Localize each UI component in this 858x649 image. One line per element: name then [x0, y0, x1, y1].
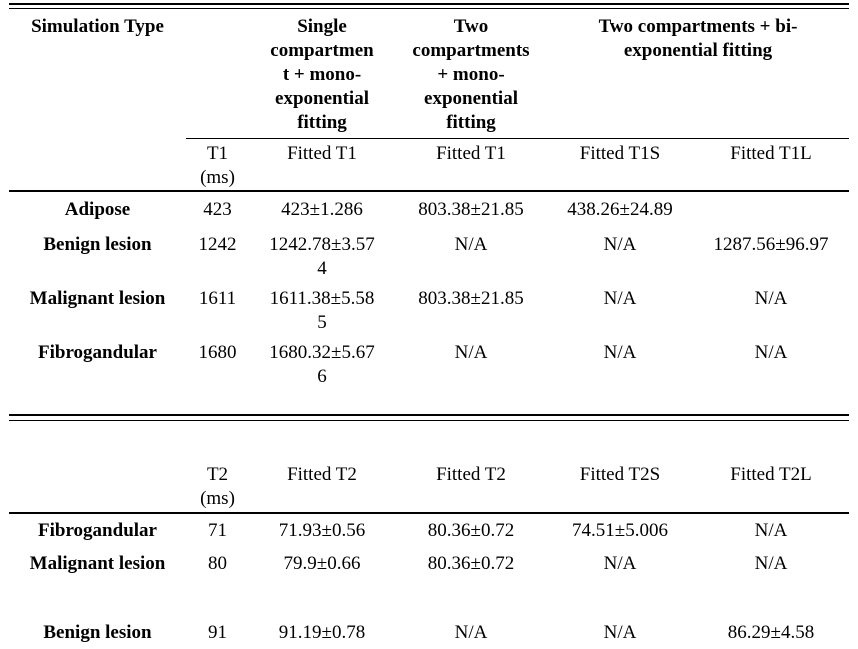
- t1-subheader-spacer: [9, 138, 186, 192]
- cell: 1242.78±3.57 4: [269, 233, 375, 279]
- t1-subheader-fitted-t1-single: Fitted T1: [249, 138, 395, 192]
- cell: 438.26±24.89: [567, 198, 673, 220]
- cell: 91: [208, 621, 227, 643]
- row-t1-fibrogandular: Fibrogandular 1680 1680.32±5.67 6 N/A N/…: [9, 335, 849, 389]
- blank-spacer-row: [9, 581, 849, 615]
- header-simulation-type: Simulation Type: [31, 16, 164, 37]
- cell: 1611.38±5.58 5: [269, 287, 375, 333]
- t2-subheader-fitted-t2s: Fitted T2S: [547, 444, 693, 514]
- table-top-rule: [9, 3, 849, 9]
- cell: N/A: [454, 233, 488, 255]
- t2-subheader-fitted-t2-two: Fitted T2: [395, 444, 547, 514]
- cell: 423±1.286: [281, 198, 363, 220]
- cell: 80.36±0.72: [427, 552, 515, 574]
- row-label: Malignant lesion: [29, 552, 166, 574]
- t2-subheader-t2ms: T2 (ms): [186, 444, 249, 514]
- results-table: Simulation Type Single compartmen t + mo…: [9, 13, 849, 649]
- cell: N/A: [603, 341, 637, 363]
- cell: 1680.32±5.67 6: [269, 341, 375, 387]
- header-group-single-mono: Single compartmen t + mono- exponential …: [249, 13, 395, 139]
- cell: N/A: [454, 341, 488, 363]
- t1-subheader-fitted-t1s: Fitted T1S: [547, 138, 693, 192]
- cell: N/A: [603, 233, 637, 255]
- cell: N/A: [603, 621, 637, 643]
- cell: 80: [208, 552, 227, 574]
- t1-subheader-fitted-t1-two: Fitted T1: [395, 138, 547, 192]
- row-label: Fibrogandular: [38, 341, 157, 363]
- row-t1-benign-lesion: Benign lesion 1242 1242.78±3.57 4 N/A N/…: [9, 227, 849, 281]
- cell: 1680: [198, 341, 237, 363]
- t2-subheader-row: T2 (ms) Fitted T2 Fitted T2 Fitted T2S F…: [9, 444, 849, 514]
- cell: N/A: [603, 552, 637, 574]
- row-t1-adipose: Adipose 423 423±1.286 803.38±21.85 438.2…: [9, 191, 849, 227]
- cell: 74.51±5.006: [572, 519, 668, 541]
- t2-subheader-spacer: [9, 444, 186, 514]
- t1-subheader-fitted-t1l: Fitted T1L: [693, 138, 849, 192]
- cell: 1287.56±96.97: [713, 233, 829, 255]
- section-divider-row: [9, 389, 849, 445]
- cell: N/A: [754, 552, 788, 574]
- cell: 91.19±0.78: [278, 621, 366, 643]
- section-divider-cell: [9, 389, 849, 445]
- row-label: Malignant lesion: [29, 287, 166, 309]
- cell: 80.36±0.72: [427, 519, 515, 541]
- row-label: Benign lesion: [43, 621, 152, 643]
- group-header-row: Simulation Type Single compartmen t + mo…: [9, 13, 849, 139]
- t1-subheader-row: T1 (ms) Fitted T1 Fitted T1 Fitted T1S F…: [9, 138, 849, 192]
- blank-spacer-cell: [9, 581, 849, 615]
- t2-subheader-fitted-t2l: Fitted T2L: [693, 444, 849, 514]
- row-label: Fibrogandular: [38, 519, 157, 541]
- cell: N/A: [754, 341, 788, 363]
- cell: 423: [203, 198, 232, 220]
- cell: N/A: [454, 621, 488, 643]
- row-t2-fibrogandular: Fibrogandular 71 71.93±0.56 80.36±0.72 7…: [9, 513, 849, 547]
- row-t1-malignant-lesion: Malignant lesion 1611 1611.38±5.58 5 803…: [9, 281, 849, 335]
- t2-subheader-fitted-t2-single: Fitted T2: [249, 444, 395, 514]
- cell: [693, 191, 849, 227]
- header-group-two-mono: Two compartments + mono- exponential fit…: [395, 13, 547, 139]
- cell: 79.9±0.66: [283, 552, 361, 574]
- cell: 803.38±21.85: [418, 198, 524, 220]
- header-group-two-bi: Two compartments + bi- exponential fitti…: [547, 13, 849, 139]
- row-t2-benign-lesion: Benign lesion 91 91.19±0.78 N/A N/A 86.2…: [9, 615, 849, 649]
- cell: N/A: [754, 519, 788, 541]
- row-label: Benign lesion: [43, 233, 152, 255]
- cell: 803.38±21.85: [418, 287, 524, 309]
- cell: 1242: [198, 233, 237, 255]
- cell: 71.93±0.56: [278, 519, 366, 541]
- cell: 71: [208, 519, 227, 541]
- t1-subheader-t1ms: T1 (ms): [186, 138, 249, 192]
- cell: 86.29±4.58: [727, 621, 815, 643]
- row-label: Adipose: [64, 198, 131, 220]
- cell: N/A: [603, 287, 637, 309]
- cell: N/A: [754, 287, 788, 309]
- cell: 1611: [198, 287, 237, 309]
- header-spacer-cell: [186, 13, 249, 139]
- section-divider: [9, 413, 849, 421]
- row-t2-malignant-lesion: Malignant lesion 80 79.9±0.66 80.36±0.72…: [9, 547, 849, 581]
